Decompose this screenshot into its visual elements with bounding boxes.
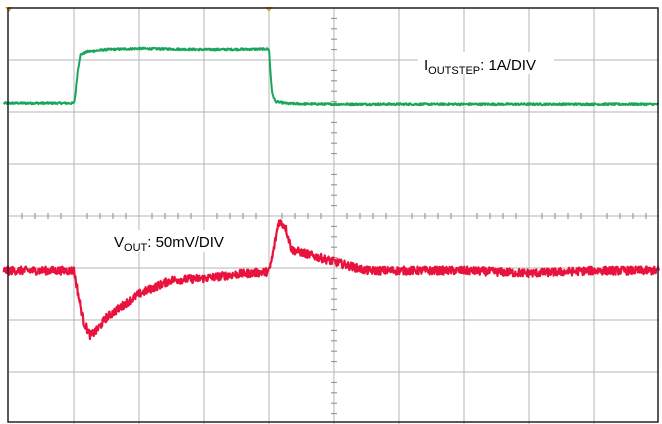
vout-label-background (110, 230, 260, 252)
vout-label-text: VOUT: 50mV/DIV (114, 234, 224, 254)
vout-trace (2, 219, 660, 341)
iout-step-label: IOUTSTEP: 1A/DIV (418, 52, 554, 77)
graticule-ticks (21, 17, 647, 415)
plot-border (7, 7, 659, 423)
graticule-grid (9, 8, 659, 424)
iout-label-text: IOUTSTEP: 1A/DIV (424, 57, 536, 77)
trace-group (2, 46, 660, 341)
vout-label: VOUT: 50mV/DIV (110, 230, 260, 254)
iout-step-trace (2, 46, 660, 107)
iout-label-background (418, 52, 554, 74)
